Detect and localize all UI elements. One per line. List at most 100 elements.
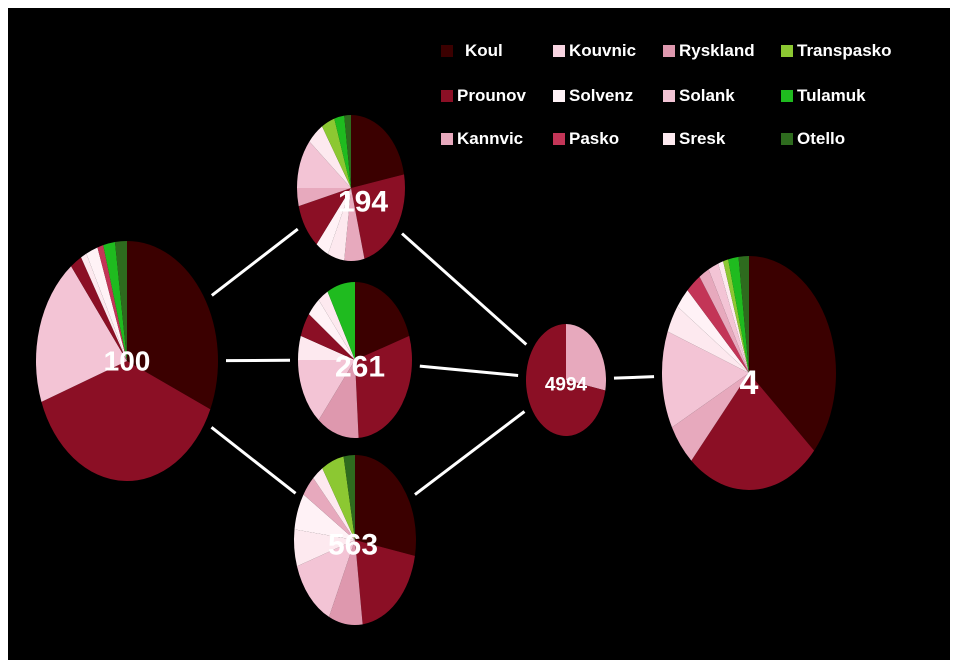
legend-swatch	[781, 133, 793, 145]
pie-slice-transpasko	[723, 259, 749, 373]
pie-node-100: 100	[36, 241, 218, 482]
pie-slice-prounov	[355, 540, 415, 625]
legend-swatch	[553, 133, 565, 145]
pie-slice-sresk	[667, 306, 749, 373]
pie-slice-prounov	[526, 324, 606, 437]
legend-item-tulamuk: Tulamuk	[781, 86, 866, 105]
legend-item-otello: Otello	[781, 129, 845, 148]
pie-slice-prounov	[691, 373, 815, 490]
pie-slice-sresk	[718, 261, 749, 373]
diagram-panel: 100 194 261 563 4994 4 Koul Kouvnic Ryskland Tra…	[8, 8, 950, 660]
legend-item-solank: Solank	[663, 86, 735, 105]
legend-label: Koul	[465, 41, 503, 60]
pie-node-194: 194	[297, 115, 405, 261]
pie-slice-solank	[662, 331, 749, 428]
pie-slice-prounov	[351, 174, 405, 259]
pie-slice-sresk	[81, 253, 127, 361]
pie-slice-otello	[738, 256, 749, 373]
legend-swatch	[663, 133, 675, 145]
legend-item-kannvic: Kannvic	[441, 129, 523, 148]
edge-n100-n194	[210, 227, 299, 297]
pie-slice-prounov	[71, 257, 127, 361]
pie-slice-sresk	[309, 126, 351, 188]
pie-slice-solvenz	[86, 247, 127, 361]
pie-slice-sresk	[298, 335, 355, 360]
legend-item-sresk: Sresk	[663, 129, 726, 148]
legend-item-solvenz: Solvenz	[553, 86, 633, 105]
pie-slice-kannvic	[671, 373, 749, 461]
pie-slice-kannvic	[566, 324, 606, 391]
pie-slice-transpasko	[322, 456, 355, 540]
pie-slice-pasko	[687, 276, 749, 373]
pie-slice-solank	[296, 540, 355, 617]
legend-item-ryskland: Ryskland	[663, 41, 755, 60]
pie-slice-otello	[114, 241, 127, 361]
node-label: 563	[328, 529, 378, 562]
legend-item-transpasko: Transpasko	[781, 41, 892, 60]
pie-slice-koul	[127, 241, 218, 410]
edge-layer	[210, 227, 655, 496]
pie-slice-tulamuk	[103, 242, 127, 361]
legend-swatch	[553, 45, 565, 57]
node-label: 100	[104, 346, 151, 377]
edge-n100-n563	[210, 426, 297, 495]
node-layer: 100 194 261 563 4994 4	[36, 115, 836, 625]
pie-slice-tulamuk	[334, 115, 351, 188]
legend-swatch	[441, 45, 453, 57]
legend-item-koul: Koul	[441, 41, 503, 60]
pie-slice-prounov	[355, 335, 412, 438]
edge-n194-n4994	[401, 232, 528, 346]
edge-n563-n4994	[414, 410, 526, 496]
pie-slice-koul	[351, 115, 405, 188]
legend: Koul Kouvnic Ryskland Transpasko Prounov Solv…	[441, 41, 892, 148]
legend-label: Otello	[797, 129, 845, 148]
legend-label: Kannvic	[457, 129, 523, 148]
pie-slice-solank	[36, 266, 127, 402]
legend-swatch	[441, 90, 453, 102]
legend-swatch	[663, 90, 675, 102]
legend-item-kouvnic: Kouvnic	[553, 41, 636, 60]
pie-slice-solank	[708, 263, 749, 373]
legend-swatch	[441, 133, 453, 145]
pie-slice-ryskland	[318, 360, 359, 439]
node-label: 261	[335, 351, 385, 384]
legend-label: Pasko	[569, 129, 619, 148]
legend-label: Solank	[679, 86, 735, 105]
pie-node-261: 261	[298, 282, 412, 439]
legend-label: Tulamuk	[797, 86, 866, 105]
edge-n4994-n4	[613, 375, 655, 380]
pie-slice-solank	[297, 141, 351, 188]
pie-slice-prounov	[298, 188, 351, 245]
node-label: 4994	[545, 375, 588, 396]
pie-slice-koul	[355, 282, 410, 360]
pie-slice-prounov	[300, 314, 355, 360]
legend-item-pasko: Pasko	[553, 129, 619, 148]
pie-slice-prounov	[41, 361, 211, 482]
pie-node-4994: 4994	[526, 324, 606, 437]
legend-swatch	[781, 45, 793, 57]
pie-slice-ryskland	[329, 540, 363, 625]
pie-slice-transpasko	[322, 118, 351, 188]
legend-label: Solvenz	[569, 86, 633, 105]
legend-label: Prounov	[457, 86, 526, 105]
pie-node-4: 4	[662, 256, 836, 490]
edge-n261-n4994	[419, 364, 519, 377]
legend-swatch	[663, 45, 675, 57]
legend-item-prounov: Prounov	[441, 86, 526, 105]
pie-slice-solvenz	[316, 188, 351, 255]
pie-slice-koul	[355, 455, 416, 556]
pie-slice-koul	[749, 256, 836, 451]
pie-slice-tulamuk	[327, 282, 355, 360]
legend-label: Kouvnic	[569, 41, 636, 60]
node-label: 4	[740, 364, 759, 402]
pie-network-diagram: 100 194 261 563 4994 4 Koul Kouvnic Ryskland Tra…	[36, 41, 892, 625]
legend-label: Transpasko	[797, 41, 892, 60]
pie-slice-pasko	[97, 245, 127, 361]
pie-slice-solvenz	[308, 299, 355, 360]
pie-slice-otello	[343, 455, 355, 540]
pie-node-563: 563	[294, 455, 416, 625]
node-label: 194	[338, 186, 388, 219]
pie-slice-solvenz	[677, 290, 749, 373]
legend-swatch	[553, 90, 565, 102]
legend-swatch	[781, 90, 793, 102]
